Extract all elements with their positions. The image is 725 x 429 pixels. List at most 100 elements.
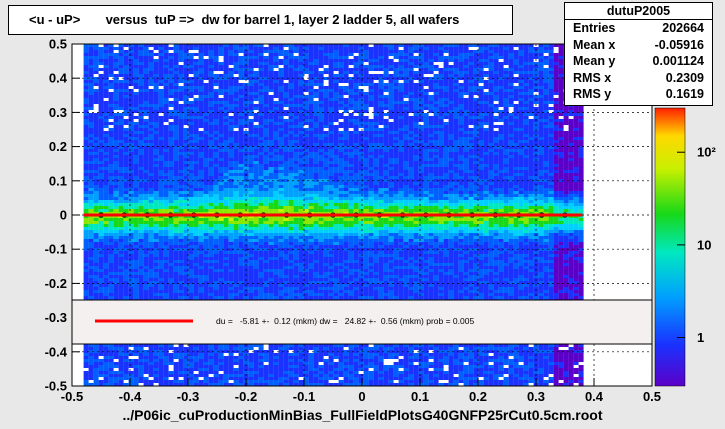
heatmap-cell (158, 47, 164, 50)
heatmap-cell (118, 146, 124, 149)
heatmap-cell (138, 206, 144, 209)
heatmap-cell (88, 65, 94, 68)
heatmap-cell (273, 179, 279, 182)
heatmap-cell (118, 344, 124, 347)
heatmap-cell (288, 167, 294, 170)
heatmap-cell (183, 134, 189, 137)
heatmap-cell (278, 245, 284, 248)
heatmap-cell (103, 356, 109, 359)
heatmap-cell (118, 383, 124, 386)
heatmap-cell (163, 275, 169, 278)
heatmap-cell (173, 50, 179, 53)
heatmap-cell (188, 191, 194, 194)
heatmap-cell (138, 182, 144, 185)
heatmap-cell (208, 185, 214, 188)
heatmap-cell (93, 266, 99, 269)
heatmap-cell (228, 287, 234, 290)
heatmap-cell (108, 194, 114, 197)
heatmap-cell (98, 380, 104, 383)
heatmap-cell (198, 296, 204, 299)
heatmap-cell (158, 245, 164, 248)
heatmap-cell (298, 146, 304, 149)
heatmap-cell (288, 359, 294, 362)
heatmap-cell (213, 362, 219, 365)
heatmap-cell (228, 59, 234, 62)
heatmap-cell (303, 206, 309, 209)
heatmap-cell (268, 47, 274, 50)
heatmap-cell (103, 344, 109, 347)
heatmap-cell (148, 113, 154, 116)
heatmap-cell (278, 233, 284, 236)
heatmap-cell (193, 122, 199, 125)
heatmap-cell (168, 74, 174, 77)
heatmap-cell (173, 248, 179, 251)
heatmap-cell (233, 134, 239, 137)
heatmap-cell (153, 107, 159, 110)
heatmap-cell (283, 251, 289, 254)
heatmap-cell (208, 257, 214, 260)
heatmap-cell (263, 254, 269, 257)
heatmap-cell (113, 191, 119, 194)
heatmap-cell (88, 356, 94, 359)
heatmap-cell (83, 356, 89, 359)
heatmap-cell (163, 290, 169, 293)
heatmap-cell (88, 251, 94, 254)
heatmap-cell (178, 260, 184, 263)
heatmap-cell (248, 44, 254, 47)
heatmap-cell (208, 296, 214, 299)
heatmap-cell (178, 383, 184, 386)
heatmap-cell (128, 143, 134, 146)
heatmap-cell (243, 137, 249, 140)
heatmap-cell (273, 143, 279, 146)
heatmap-cell (223, 383, 229, 386)
heatmap-cell (263, 140, 269, 143)
heatmap-cell (233, 257, 239, 260)
heatmap-cell (273, 356, 279, 359)
heatmap-cell (263, 119, 269, 122)
heatmap-cell (93, 227, 99, 230)
heatmap-cell (278, 287, 284, 290)
heatmap-cell (138, 137, 144, 140)
heatmap-cell (118, 236, 124, 239)
heatmap-cell (258, 359, 264, 362)
heatmap-cell (183, 269, 189, 272)
heatmap-cell (198, 44, 204, 47)
heatmap-cell (208, 248, 214, 251)
heatmap-cell (98, 167, 104, 170)
heatmap-cell (288, 131, 294, 134)
heatmap-cell (263, 164, 269, 167)
heatmap-cell (133, 68, 139, 71)
heatmap-cell (93, 137, 99, 140)
heatmap-cell (253, 44, 259, 47)
heatmap-cell (143, 200, 149, 203)
heatmap-cell (248, 224, 254, 227)
heatmap-cell (303, 200, 309, 203)
heatmap-cell (168, 269, 174, 272)
heatmap-cell (148, 146, 154, 149)
heatmap-cell (243, 50, 249, 53)
heatmap-cell (158, 107, 164, 110)
heatmap-cell (198, 149, 204, 152)
heatmap-cell (208, 83, 214, 86)
heatmap-cell (233, 173, 239, 176)
heatmap-cell (93, 182, 99, 185)
heatmap-cell (88, 230, 94, 233)
heatmap-cell (308, 122, 314, 125)
heatmap-cell (263, 155, 269, 158)
heatmap-cell (178, 284, 184, 287)
heatmap-cell (278, 83, 284, 86)
heatmap-cell (148, 278, 154, 281)
heatmap-cell (88, 260, 94, 263)
heatmap-cell (198, 89, 204, 92)
heatmap-cell (298, 362, 304, 365)
heatmap-cell (88, 194, 94, 197)
heatmap-cell (218, 143, 224, 146)
heatmap-cell (113, 83, 119, 86)
heatmap-cell (113, 236, 119, 239)
heatmap-cell (93, 140, 99, 143)
heatmap-cell (223, 218, 229, 221)
heatmap-cell (253, 260, 259, 263)
heatmap-cell (218, 254, 224, 257)
heatmap-cell (288, 233, 294, 236)
heatmap-cell (268, 62, 274, 65)
